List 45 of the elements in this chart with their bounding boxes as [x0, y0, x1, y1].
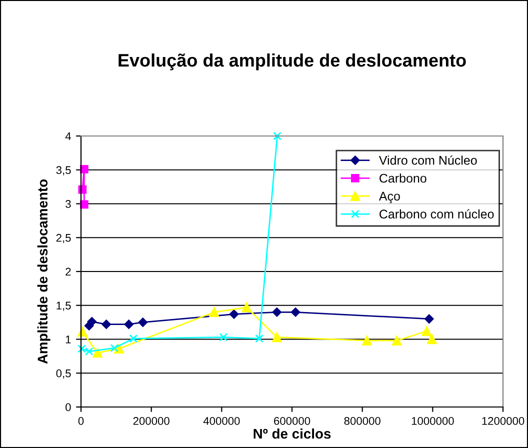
y-tick-label: 3 — [66, 200, 71, 208]
point — [80, 165, 88, 174]
y-axis-title: Amplitude de deslocamento — [37, 179, 50, 364]
point — [392, 336, 402, 346]
point — [110, 344, 119, 352]
point — [242, 302, 252, 312]
x-tick-label: 400000 — [203, 417, 240, 425]
y-tick-label: 0 — [66, 403, 71, 412]
y-tick-label: 4 — [65, 132, 71, 140]
point — [272, 332, 282, 342]
point — [424, 314, 434, 324]
y-tick-label: 1 — [66, 336, 71, 344]
point — [362, 336, 372, 346]
legend-label: Aço — [378, 192, 400, 204]
x-tick-label: 800000 — [344, 417, 380, 425]
x-tick-label: 200000 — [133, 417, 170, 425]
x-tick-label: 600000 — [274, 417, 310, 425]
point — [229, 310, 239, 319]
legend-label: Carbono com núcleo — [380, 209, 494, 219]
x-axis-title: Nº de ciclos — [254, 428, 331, 439]
point — [92, 348, 102, 358]
point — [219, 333, 228, 342]
y-tick-label: 1,5 — [56, 302, 71, 311]
y-tick-label: 2 — [66, 268, 71, 276]
point — [255, 334, 264, 343]
point — [124, 320, 134, 329]
point — [272, 308, 282, 317]
y-tick-label: 3,5 — [56, 166, 71, 176]
point — [209, 307, 220, 318]
y-tick-label: 2,5 — [56, 234, 71, 244]
x-tick-label: 1200000 — [482, 417, 524, 425]
point — [87, 317, 97, 326]
legend-label: Vidro com Núcleo — [378, 155, 477, 165]
x-tick-label: 0 — [78, 417, 84, 425]
x-tick-label: 1000000 — [412, 417, 454, 425]
point — [422, 326, 432, 336]
point — [427, 334, 437, 344]
point — [273, 132, 282, 140]
point — [102, 320, 111, 329]
legend-label: Carbono — [380, 173, 426, 183]
point — [138, 318, 148, 327]
y-tick-label: 0,5 — [56, 369, 71, 379]
point — [290, 308, 300, 317]
chart-title: Evolução da amplitude de deslocamento — [118, 53, 466, 70]
point — [129, 334, 138, 343]
